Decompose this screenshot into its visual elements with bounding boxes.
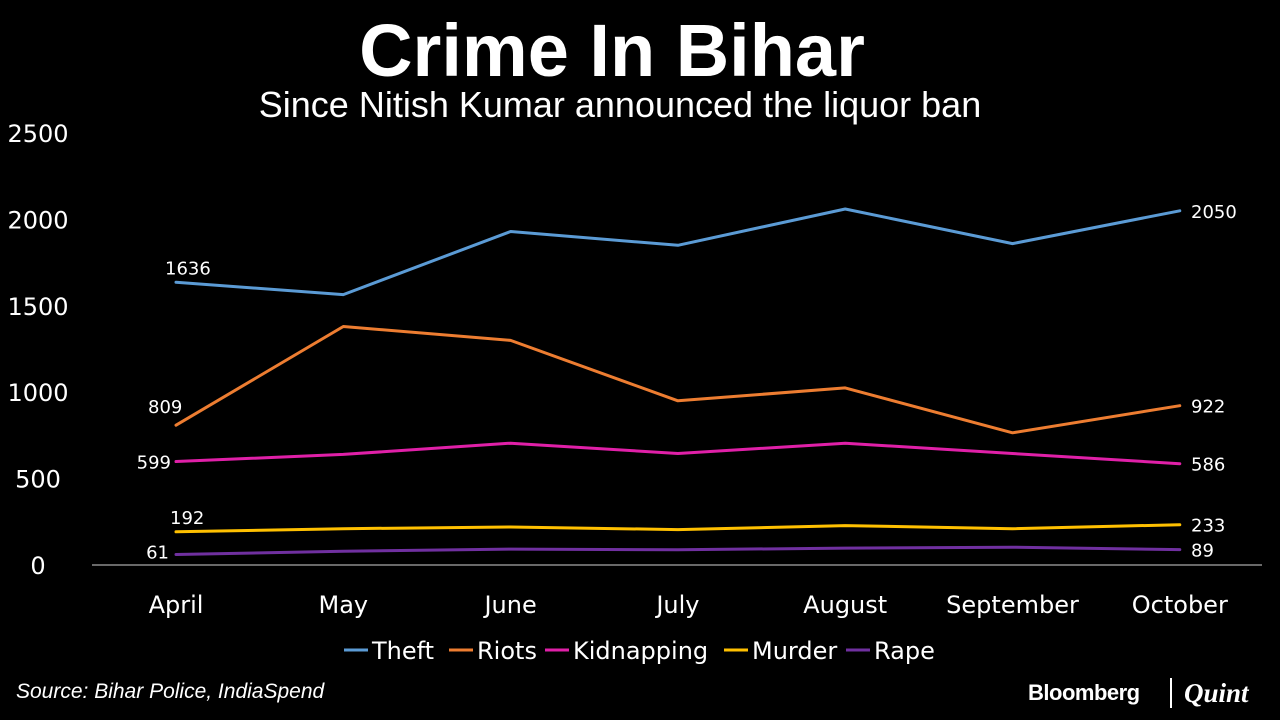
chart-subtitle: Since Nitish Kumar announced the liquor …	[258, 84, 982, 125]
x-tick-label: July	[654, 591, 699, 619]
series-line-murder	[174, 523, 1182, 534]
y-axis: 0 500 1000 1500 2000 2500	[7, 120, 68, 580]
y-tick-label: 1000	[7, 379, 68, 407]
series-line-kidnapping	[174, 441, 1182, 466]
y-tick-label: 500	[15, 466, 61, 494]
data-label: 233	[1191, 516, 1225, 537]
x-tick-label: September	[946, 591, 1079, 619]
data-label: 599	[137, 452, 171, 473]
x-axis: April May June July August September October	[149, 591, 1228, 619]
series-line-rape	[174, 545, 1182, 556]
series-line-theft	[174, 207, 1182, 297]
x-tick-label: June	[482, 591, 536, 619]
brand-divider	[1170, 678, 1172, 708]
data-label: 2050	[1191, 202, 1237, 223]
legend-label: Murder	[752, 637, 837, 665]
data-label: 192	[170, 508, 204, 529]
data-label: 1636	[165, 258, 211, 279]
x-tick-label: April	[149, 591, 204, 619]
legend-label: Kidnapping	[573, 637, 708, 665]
legend: Theft Riots Kidnapping Murder Rape	[344, 637, 935, 665]
source-note: Source: Bihar Police, IndiaSpend	[16, 680, 325, 703]
data-label: 586	[1191, 455, 1225, 476]
y-tick-label: 0	[30, 552, 45, 580]
x-tick-label: August	[803, 591, 887, 619]
y-tick-label: 2000	[7, 206, 68, 234]
quint-logo: Quint	[1184, 678, 1249, 708]
x-tick-label: October	[1132, 591, 1228, 619]
y-tick-label: 1500	[7, 293, 68, 321]
x-tick-label: May	[318, 591, 368, 619]
legend-label: Theft	[371, 637, 434, 665]
data-label: 61	[146, 542, 169, 563]
bloomberg-logo: Bloomberg	[1028, 680, 1140, 705]
data-labels: 1636 2050 809 922 599 586 192 233 61 89	[137, 202, 1237, 564]
series-lines	[174, 207, 1182, 556]
legend-label: Riots	[477, 637, 537, 665]
legend-label: Rape	[874, 637, 935, 665]
data-label: 809	[148, 397, 182, 418]
data-label: 89	[1191, 541, 1214, 562]
series-line-riots	[174, 325, 1182, 435]
data-label: 922	[1191, 397, 1225, 418]
y-tick-label: 2500	[7, 120, 68, 148]
chart-title: Crime In Bihar	[359, 9, 865, 92]
